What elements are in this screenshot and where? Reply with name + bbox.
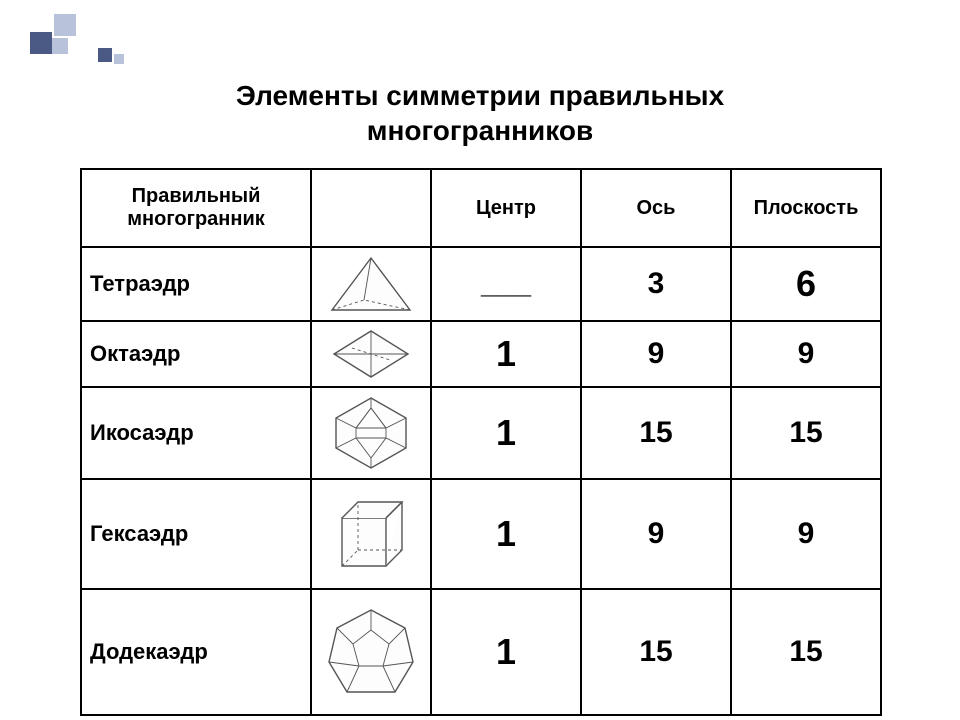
dodeca-icon [311,589,431,715]
table-row: Тетраэдр ___36 [81,247,881,321]
table-row: Додекаэдр 11515 [81,589,881,715]
octa-icon [311,321,431,387]
header-name: Правильный многогранник [81,169,311,247]
cell-axis: 9 [581,479,731,589]
tetra-icon [311,247,431,321]
cell-plane: 9 [731,321,881,387]
cell-axis: 3 [581,247,731,321]
table-row: Гексаэдр 199 [81,479,881,589]
cell-plane: 15 [731,589,881,715]
cell-center: 1 [431,589,581,715]
row-name: Додекаэдр [81,589,311,715]
table-body: Тетраэдр ___36Октаэдр 199Икосаэдр 11515Г… [81,247,881,715]
row-name: Гексаэдр [81,479,311,589]
cell-center: 1 [431,479,581,589]
cell-center: ___ [431,247,581,321]
table-row: Октаэдр 199 [81,321,881,387]
title-line-1: Элементы симметрии правильных [236,80,724,111]
title-line-2: многогранников [367,115,593,146]
cell-axis: 15 [581,387,731,479]
cell-axis: 15 [581,589,731,715]
header-axis: Ось [581,169,731,247]
table-header-row: Правильный многогранник Центр Ось Плоско… [81,169,881,247]
cell-center: 1 [431,387,581,479]
cell-axis: 9 [581,321,731,387]
cell-plane: 6 [731,247,881,321]
header-plane: Плоскость [731,169,881,247]
slide-title: Элементы симметрии правильных многогранн… [0,78,960,148]
cell-center: 1 [431,321,581,387]
row-name: Икосаэдр [81,387,311,479]
icosa-icon [311,387,431,479]
header-center: Центр [431,169,581,247]
corner-decoration [18,8,138,68]
cell-plane: 15 [731,387,881,479]
row-name: Тетраэдр [81,247,311,321]
cell-plane: 9 [731,479,881,589]
symmetry-table: Правильный многогранник Центр Ось Плоско… [80,168,882,716]
symmetry-table-wrap: Правильный многогранник Центр Ось Плоско… [80,168,880,716]
table-row: Икосаэдр 11515 [81,387,881,479]
header-shape [311,169,431,247]
hexa-icon [311,479,431,589]
row-name: Октаэдр [81,321,311,387]
